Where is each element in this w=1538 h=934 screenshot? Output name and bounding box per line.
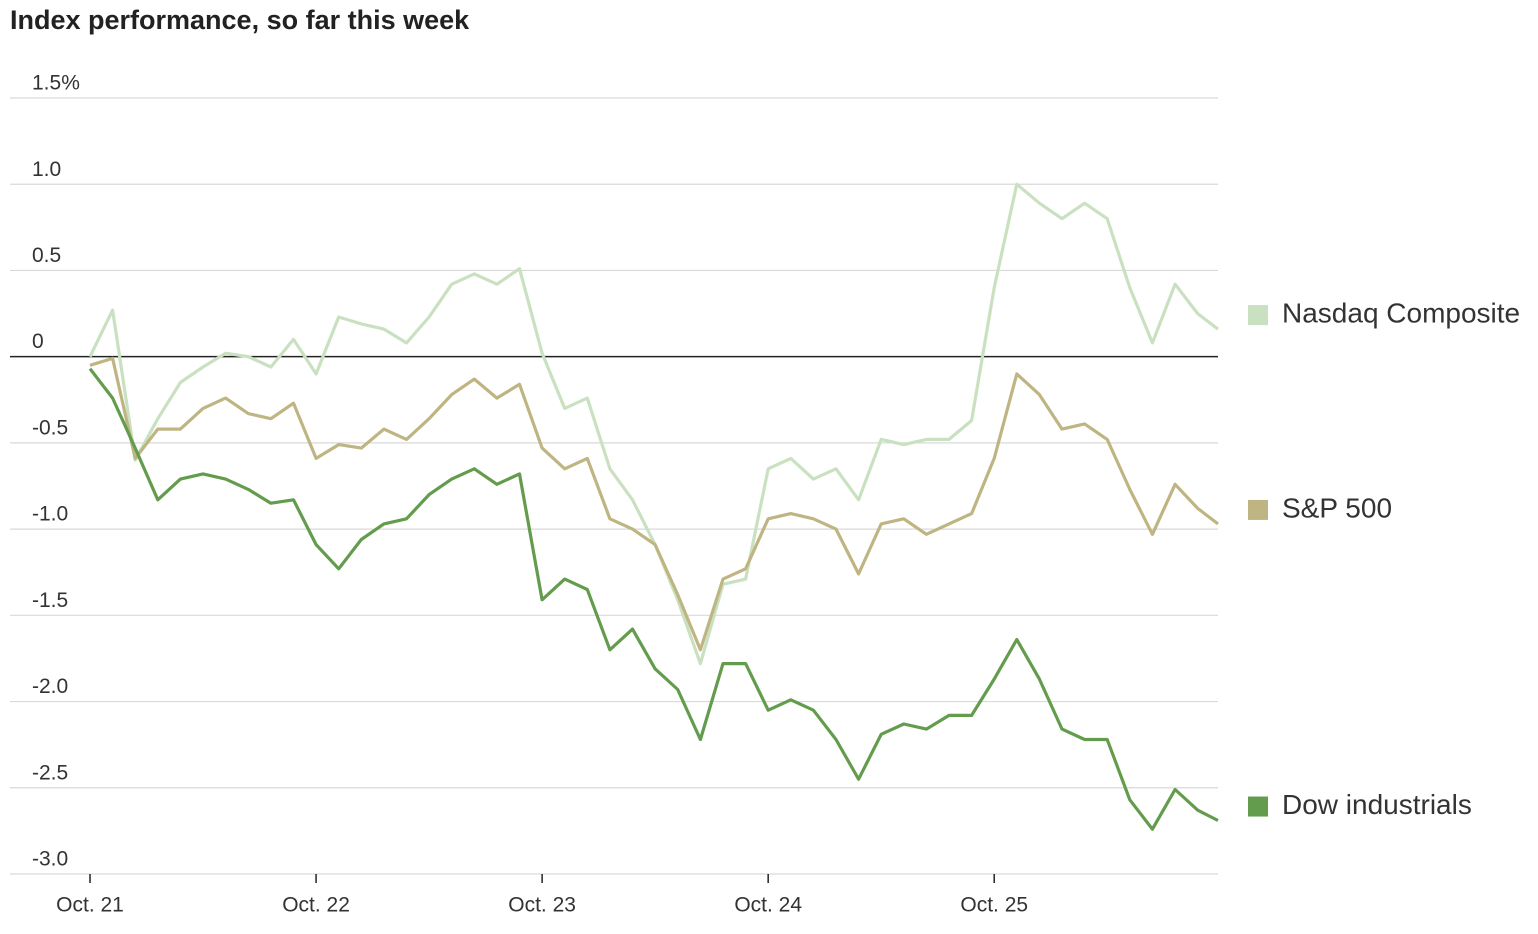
legend-label: S&P 500 bbox=[1282, 492, 1392, 523]
y-tick-label: -3.0 bbox=[32, 848, 68, 871]
series-line bbox=[89, 356, 1219, 652]
y-tick-label: 1.0 bbox=[32, 158, 61, 181]
x-tick-label: Oct. 23 bbox=[508, 894, 576, 917]
legend-swatch bbox=[1248, 499, 1268, 520]
x-tick-label: Oct. 25 bbox=[960, 894, 1028, 917]
series-line bbox=[88, 182, 1219, 666]
y-tick-label: -0.5 bbox=[32, 416, 68, 439]
y-tick-label: -1.0 bbox=[32, 503, 68, 526]
legend-label: Nasdaq Composite bbox=[1282, 297, 1520, 328]
y-tick-label: -1.5 bbox=[32, 589, 68, 612]
y-tick-label: -2.0 bbox=[32, 675, 68, 698]
legend-swatch bbox=[1248, 796, 1268, 817]
y-tick-label: 0.5 bbox=[32, 244, 61, 267]
y-tick-label: 1.5% bbox=[32, 72, 80, 95]
chart-title: Index performance, so far this week bbox=[10, 5, 470, 35]
x-tick-label: Oct. 24 bbox=[734, 894, 802, 917]
x-tick-label: Oct. 21 bbox=[56, 894, 124, 917]
y-tick-label: 0 bbox=[32, 330, 44, 353]
legend-swatch bbox=[1248, 305, 1268, 326]
legend-label: Dow industrials bbox=[1282, 789, 1472, 820]
series-line bbox=[88, 367, 1219, 831]
x-tick-label: Oct. 22 bbox=[282, 894, 350, 917]
y-tick-label: -2.5 bbox=[32, 761, 68, 784]
